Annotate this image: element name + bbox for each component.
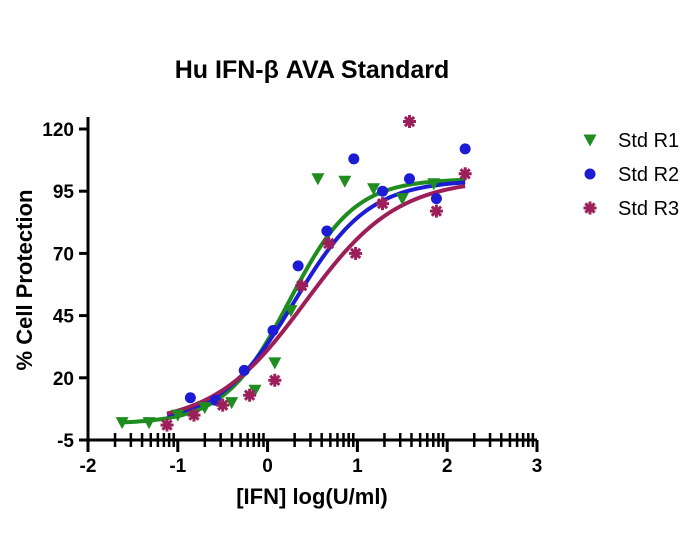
y-axis-ticks: -5 20 45 70 95 120: [42, 120, 88, 452]
point-std-r1: [284, 305, 298, 318]
legend-marker-std-r2: [584, 168, 596, 180]
axes: [86, 117, 537, 442]
point-std-r3: [268, 373, 282, 387]
point-std-r2: [459, 143, 471, 155]
point-std-r1: [367, 183, 381, 196]
point-std-r3: [402, 115, 416, 129]
y-tick-label: 20: [53, 369, 74, 390]
x-tick-label: -2: [80, 456, 97, 477]
point-std-r1: [142, 417, 156, 430]
point-std-r2: [292, 260, 304, 272]
x-axis-ticks: -2 -1 0 1 2 3: [80, 433, 543, 477]
point-std-r2: [210, 394, 222, 406]
legend-marker-std-r3: [583, 201, 597, 215]
point-std-r1: [171, 409, 185, 422]
legend-label-std-r3: Std R3: [618, 198, 679, 220]
legend-marker-std-r1: [583, 134, 597, 147]
point-std-r3: [458, 167, 472, 181]
point-std-r3: [216, 398, 230, 412]
point-std-r1: [248, 384, 262, 397]
x-tick-label: -1: [169, 456, 186, 477]
y-tick-label: -5: [57, 431, 74, 452]
y-tick-label: 45: [53, 307, 75, 328]
point-std-r2: [430, 193, 442, 205]
legend-label-std-r2: Std R2: [618, 164, 679, 186]
x-tick-label: 0: [262, 456, 273, 477]
x-tick-label: 2: [442, 456, 453, 477]
point-std-r3: [243, 388, 257, 402]
point-std-r2: [267, 325, 279, 337]
point-std-r1: [427, 178, 441, 191]
point-std-r1: [395, 193, 409, 206]
fit-curve-std-r3: [166, 184, 466, 416]
point-std-r1: [338, 175, 352, 188]
fit-curve-std-r2: [166, 180, 466, 417]
point-std-r2: [348, 153, 360, 165]
y-tick-label: 95: [53, 182, 75, 203]
x-tick-label: 3: [532, 456, 543, 477]
point-std-r3: [349, 246, 363, 260]
fit-curves: [122, 177, 466, 425]
legend: Std R1 Std R2 Std R3: [583, 130, 679, 220]
data-points: [115, 115, 472, 432]
x-tick-label: 1: [352, 456, 363, 477]
point-std-r2: [238, 364, 250, 376]
point-std-r3: [187, 408, 201, 422]
point-std-r1: [225, 397, 239, 410]
point-std-r3: [376, 197, 390, 211]
point-std-r2: [377, 185, 389, 197]
y-tick-label: 70: [53, 244, 74, 265]
point-std-r2: [321, 225, 333, 237]
point-std-r1: [198, 402, 212, 415]
legend-label-std-r1: Std R1: [618, 130, 679, 152]
point-std-r2: [184, 392, 196, 404]
point-std-r1: [311, 173, 325, 186]
point-std-r2: [403, 173, 415, 185]
point-std-r1: [115, 417, 129, 430]
point-std-r1: [268, 357, 282, 370]
chart-title: Hu IFN-β AVA Standard: [175, 56, 450, 84]
y-tick-label: 120: [42, 120, 74, 141]
x-axis-label: [IFN] log(U/ml): [236, 484, 388, 509]
point-std-r3: [295, 279, 309, 293]
point-std-r3: [429, 204, 443, 218]
y-axis-label: % Cell Protection: [12, 190, 37, 371]
point-std-r3: [322, 236, 336, 250]
point-std-r3: [160, 418, 174, 432]
